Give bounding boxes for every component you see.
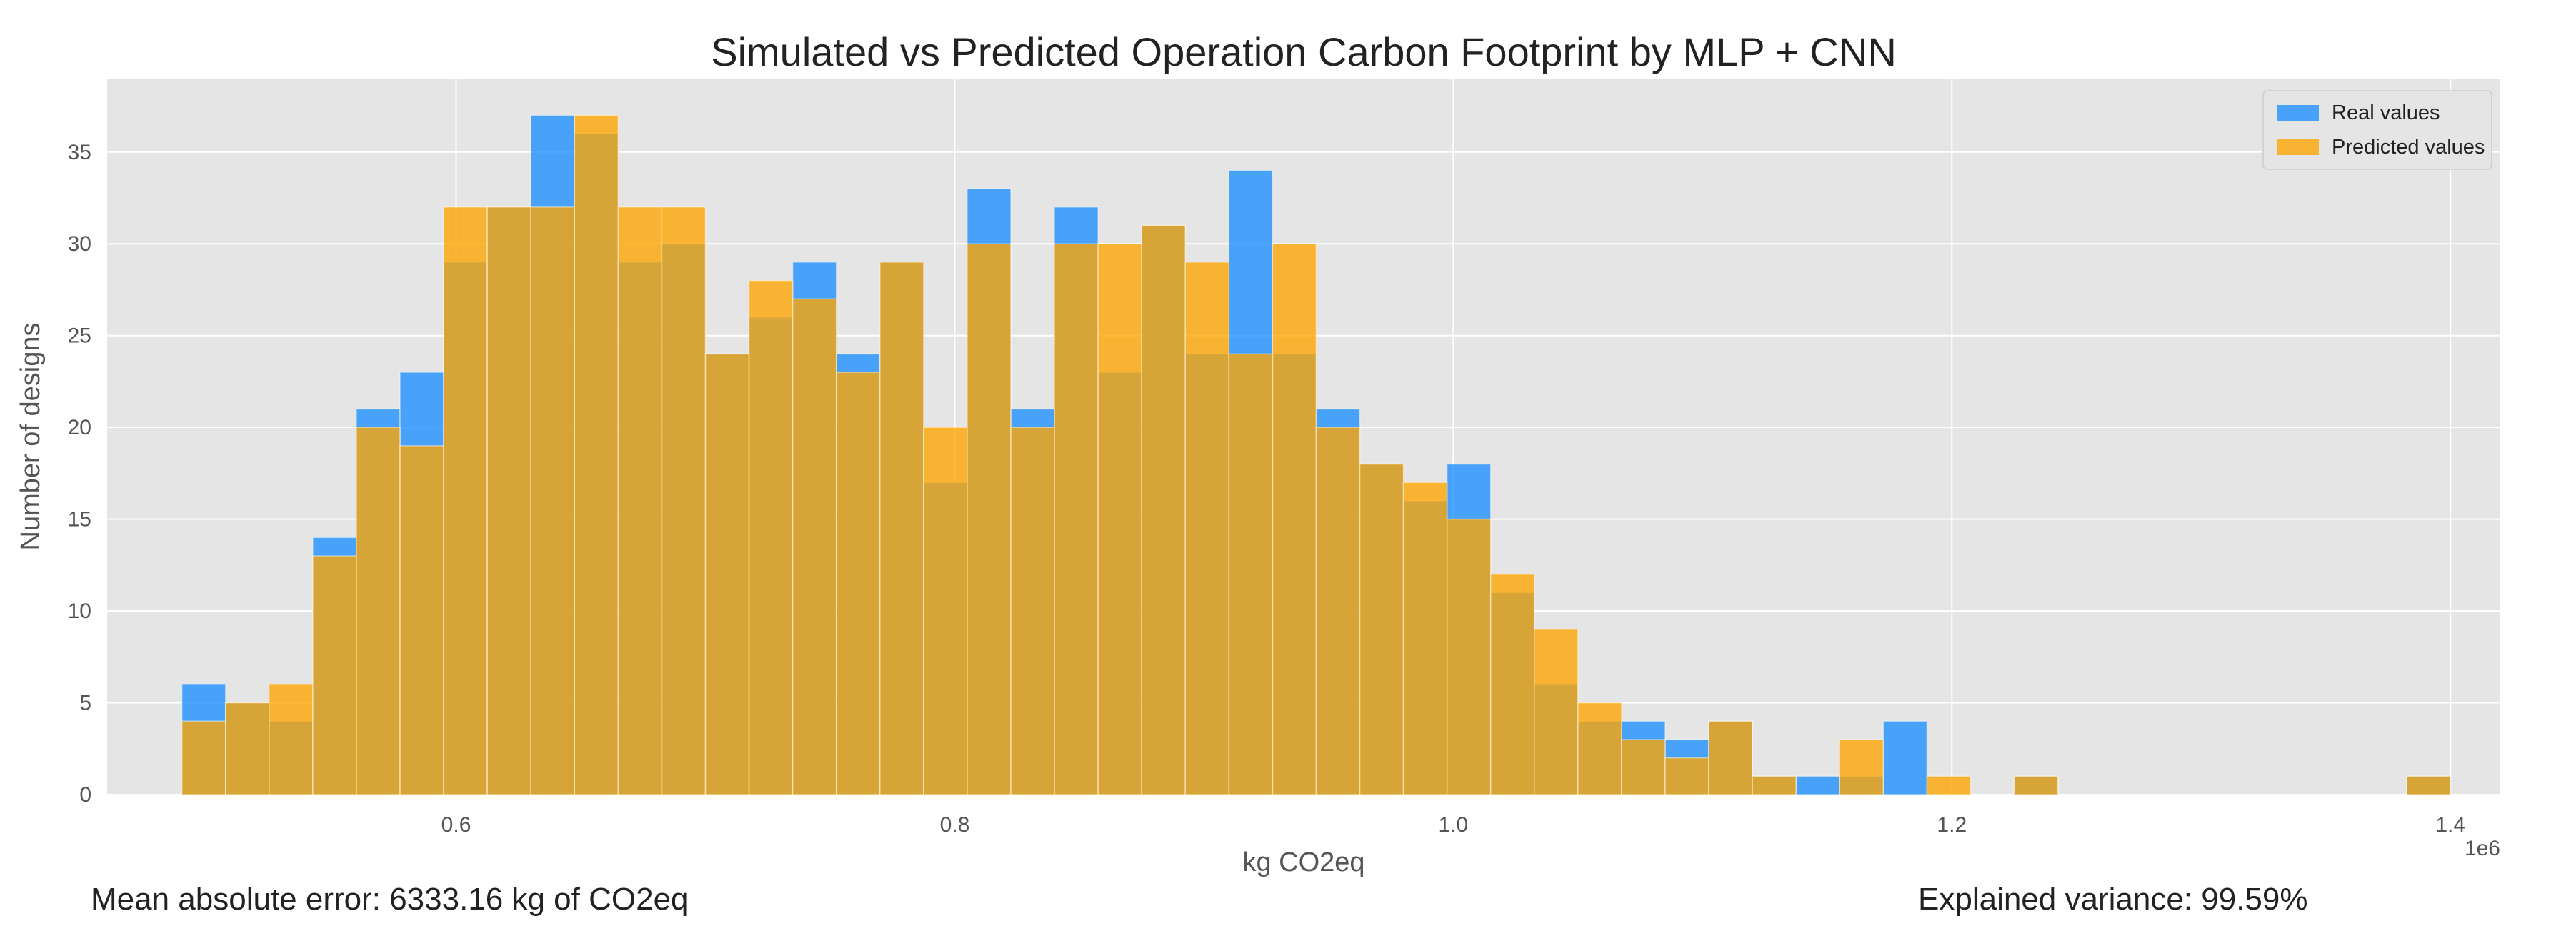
histogram-bar [1489, 573, 1535, 795]
bars [181, 114, 2451, 795]
histogram-bar [704, 353, 750, 795]
histogram-bar [1228, 353, 1274, 795]
chart-title: Simulated vs Predicted Operation Carbon … [711, 29, 1897, 74]
y-tick-label: 20 [68, 416, 91, 439]
y-tick-label: 25 [68, 324, 91, 348]
legend-box [2262, 90, 2492, 170]
histogram-bar [617, 206, 663, 795]
histogram-bar [1664, 757, 1709, 795]
y-tick-label: 30 [68, 232, 91, 256]
y-tick-label: 15 [68, 508, 91, 532]
histogram-bar [1795, 775, 1841, 795]
histogram-bar [1534, 629, 1579, 795]
histogram-bar [1097, 243, 1142, 795]
histogram-bar [225, 702, 270, 795]
series-predicted-values [181, 114, 2451, 795]
x-tick-label: 1.2 [1937, 813, 1967, 837]
y-axis-label: Number of designs [16, 323, 46, 551]
histogram-bar [399, 445, 444, 795]
axes: 0.6 0.8 1.0 1.2 1.4 0 5 10 15 20 25 30 35 [68, 141, 2465, 837]
y-tick-label: 35 [68, 141, 91, 164]
histogram-bar [661, 206, 707, 795]
histogram-bar [748, 279, 794, 795]
legend-label: Predicted values [2332, 136, 2485, 159]
histogram-bar [1054, 243, 1099, 795]
x-tick-label: 0.8 [940, 813, 970, 837]
histogram-bar [1752, 775, 1797, 795]
y-tick-label: 5 [79, 692, 91, 715]
y-tick-label: 0 [79, 783, 91, 807]
histogram-bar [530, 206, 576, 795]
x-tick-label: 1.4 [2435, 813, 2465, 837]
histogram-bar [1446, 518, 1492, 795]
histogram-bar [1577, 702, 1622, 795]
histogram-bar [1621, 739, 1666, 795]
histogram-bar [1839, 739, 1884, 795]
histogram-bar [574, 114, 619, 795]
legend: Real values Predicted values [2262, 90, 2492, 170]
legend-swatch-real-values [2277, 105, 2319, 121]
legend-swatch-predicted-values [2277, 139, 2319, 155]
x-tick-label: 1.0 [1439, 813, 1469, 837]
histogram-bar [269, 684, 314, 795]
legend-label: Real values [2332, 101, 2440, 124]
x-tick-label: 0.6 [441, 813, 471, 837]
x-axis-label: kg CO2eq [1242, 847, 1364, 877]
histogram-bar [356, 427, 401, 795]
histogram-bar [923, 427, 968, 795]
histogram-bar [1315, 427, 1361, 795]
y-tick-label: 10 [68, 599, 91, 623]
histogram-bar [2406, 775, 2451, 795]
histogram-bar [443, 206, 488, 795]
histogram-bar [1708, 720, 1753, 795]
histogram-bar [1184, 262, 1230, 795]
histogram-bar [2013, 775, 2059, 795]
explained-variance-text: Explained variance: 99.59% [1918, 882, 2308, 917]
histogram-bar [1882, 720, 1928, 795]
histogram-bar [1141, 224, 1186, 795]
histogram-bar [486, 206, 531, 795]
histogram-bar [181, 720, 226, 795]
histogram-bar [792, 298, 837, 795]
histogram-bar [1272, 243, 1317, 795]
histogram-bar [1926, 775, 1972, 795]
histogram-bar [835, 372, 881, 795]
x-axis-offset-label: 1e6 [2465, 837, 2500, 860]
histogram-bar [312, 555, 357, 795]
histogram-bar [1010, 427, 1055, 795]
histogram-bar [1402, 482, 1448, 795]
mean-absolute-error-text: Mean absolute error: 6333.16 kg of CO2eq [91, 882, 689, 917]
histogram-bar [879, 262, 924, 795]
histogram-bar [967, 243, 1012, 795]
histogram-bar [1359, 463, 1404, 795]
